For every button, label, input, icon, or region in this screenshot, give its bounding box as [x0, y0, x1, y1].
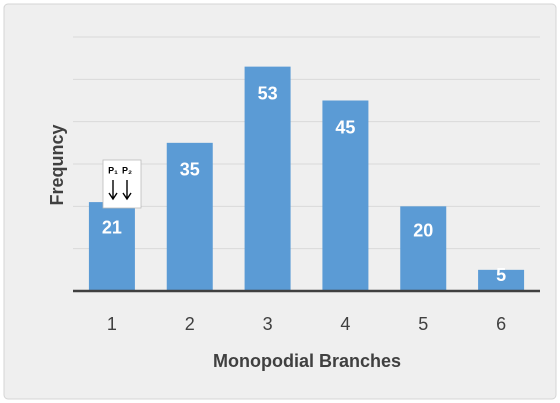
x-tick-label: 4 [340, 314, 350, 334]
x-tick-label: 3 [263, 314, 273, 334]
data-label: 53 [258, 83, 278, 103]
data-label: 45 [335, 117, 355, 137]
x-tick-label: 5 [418, 314, 428, 334]
x-tick-label: 6 [496, 314, 506, 334]
bars: 21 35 53 45 20 5 [88, 66, 525, 291]
x-tick-label: 1 [107, 314, 117, 334]
x-tick-label: 2 [185, 314, 195, 334]
bar [478, 269, 525, 291]
y-axis-title: Frequncy [47, 124, 67, 205]
inset: P₁ P₂ [102, 159, 142, 209]
bar [322, 100, 369, 291]
bar [88, 202, 135, 291]
bar [244, 66, 291, 291]
arrows [108, 180, 132, 201]
bar [400, 206, 447, 291]
inset-box [102, 159, 142, 209]
annotation: P₂ [122, 165, 132, 175]
x-axis-title: Monopodial Branches [213, 351, 401, 371]
bar [166, 142, 213, 291]
annotation: P₁ [108, 165, 118, 175]
data-label: 21 [102, 218, 122, 238]
data-label: 5 [496, 265, 506, 285]
data-label: 35 [180, 160, 200, 180]
data-label: 20 [413, 220, 433, 240]
